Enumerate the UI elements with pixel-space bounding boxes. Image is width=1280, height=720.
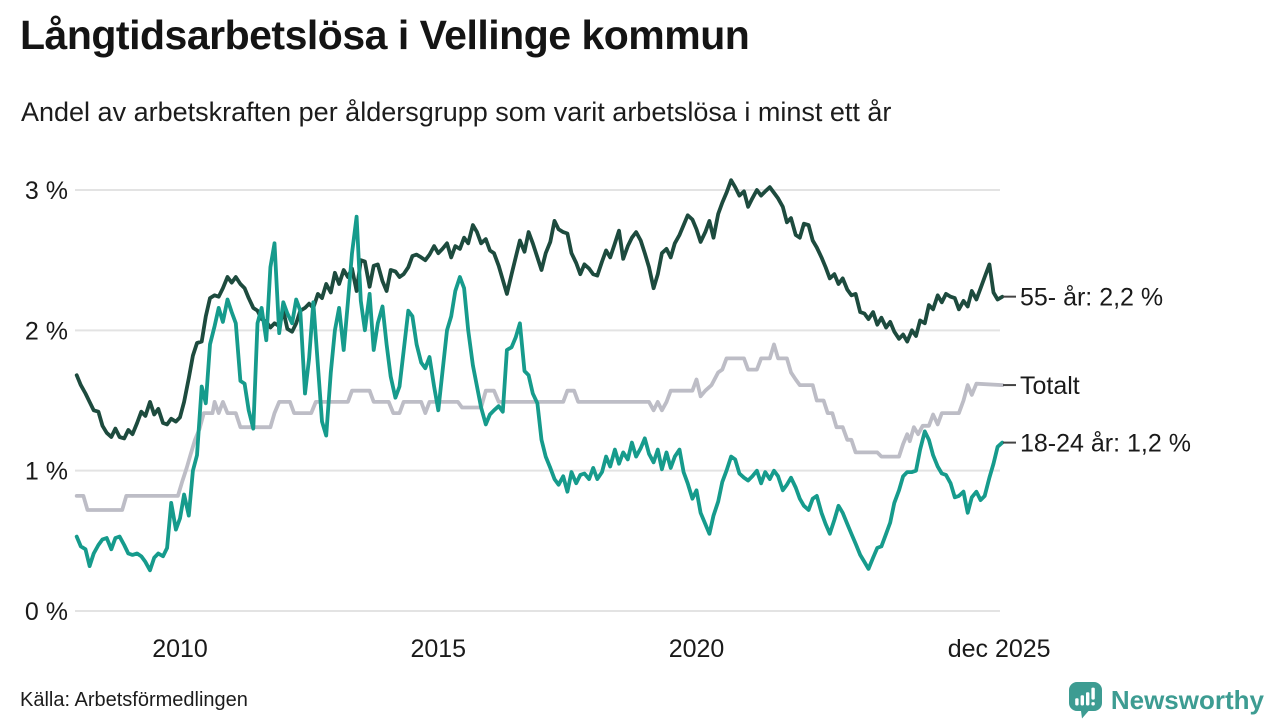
- x-axis-tick-label: 2010: [152, 635, 208, 663]
- y-axis-tick-label: 0 %: [25, 598, 68, 626]
- x-axis-tick-label: 2020: [669, 635, 725, 663]
- newsworthy-icon: [1068, 682, 1102, 719]
- source-note: Källa: Arbetsförmedlingen: [20, 689, 248, 711]
- series-end-label-55-r: 55- år: 2,2 %: [1020, 284, 1163, 312]
- y-axis-tick-label: 1 %: [25, 458, 68, 486]
- brand-logo: Newsworthy: [1068, 682, 1264, 719]
- series-end-label-18-24-r: 18-24 år: 1,2 %: [1020, 430, 1191, 458]
- series-end-label-totalt: Totalt: [1020, 372, 1080, 400]
- series-line-55-r: [74, 178, 1005, 441]
- x-axis-tick-label: dec 2025: [948, 635, 1051, 663]
- y-axis-tick-label: 3 %: [25, 177, 68, 205]
- brand-name: Newsworthy: [1110, 685, 1264, 715]
- page-title: Långtidsarbetslösa i Vellinge kommun: [20, 12, 750, 58]
- x-axis-tick-label: 2015: [410, 635, 466, 663]
- y-axis-tick-label: 2 %: [25, 317, 68, 345]
- series-line-totalt: [74, 342, 1005, 512]
- series-line-18-24-r: [74, 214, 1005, 573]
- page-subtitle: Andel av arbetskraften per åldersgrupp s…: [21, 97, 892, 127]
